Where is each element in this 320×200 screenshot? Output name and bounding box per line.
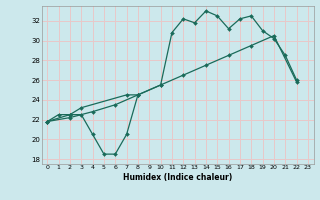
X-axis label: Humidex (Indice chaleur): Humidex (Indice chaleur) xyxy=(123,173,232,182)
